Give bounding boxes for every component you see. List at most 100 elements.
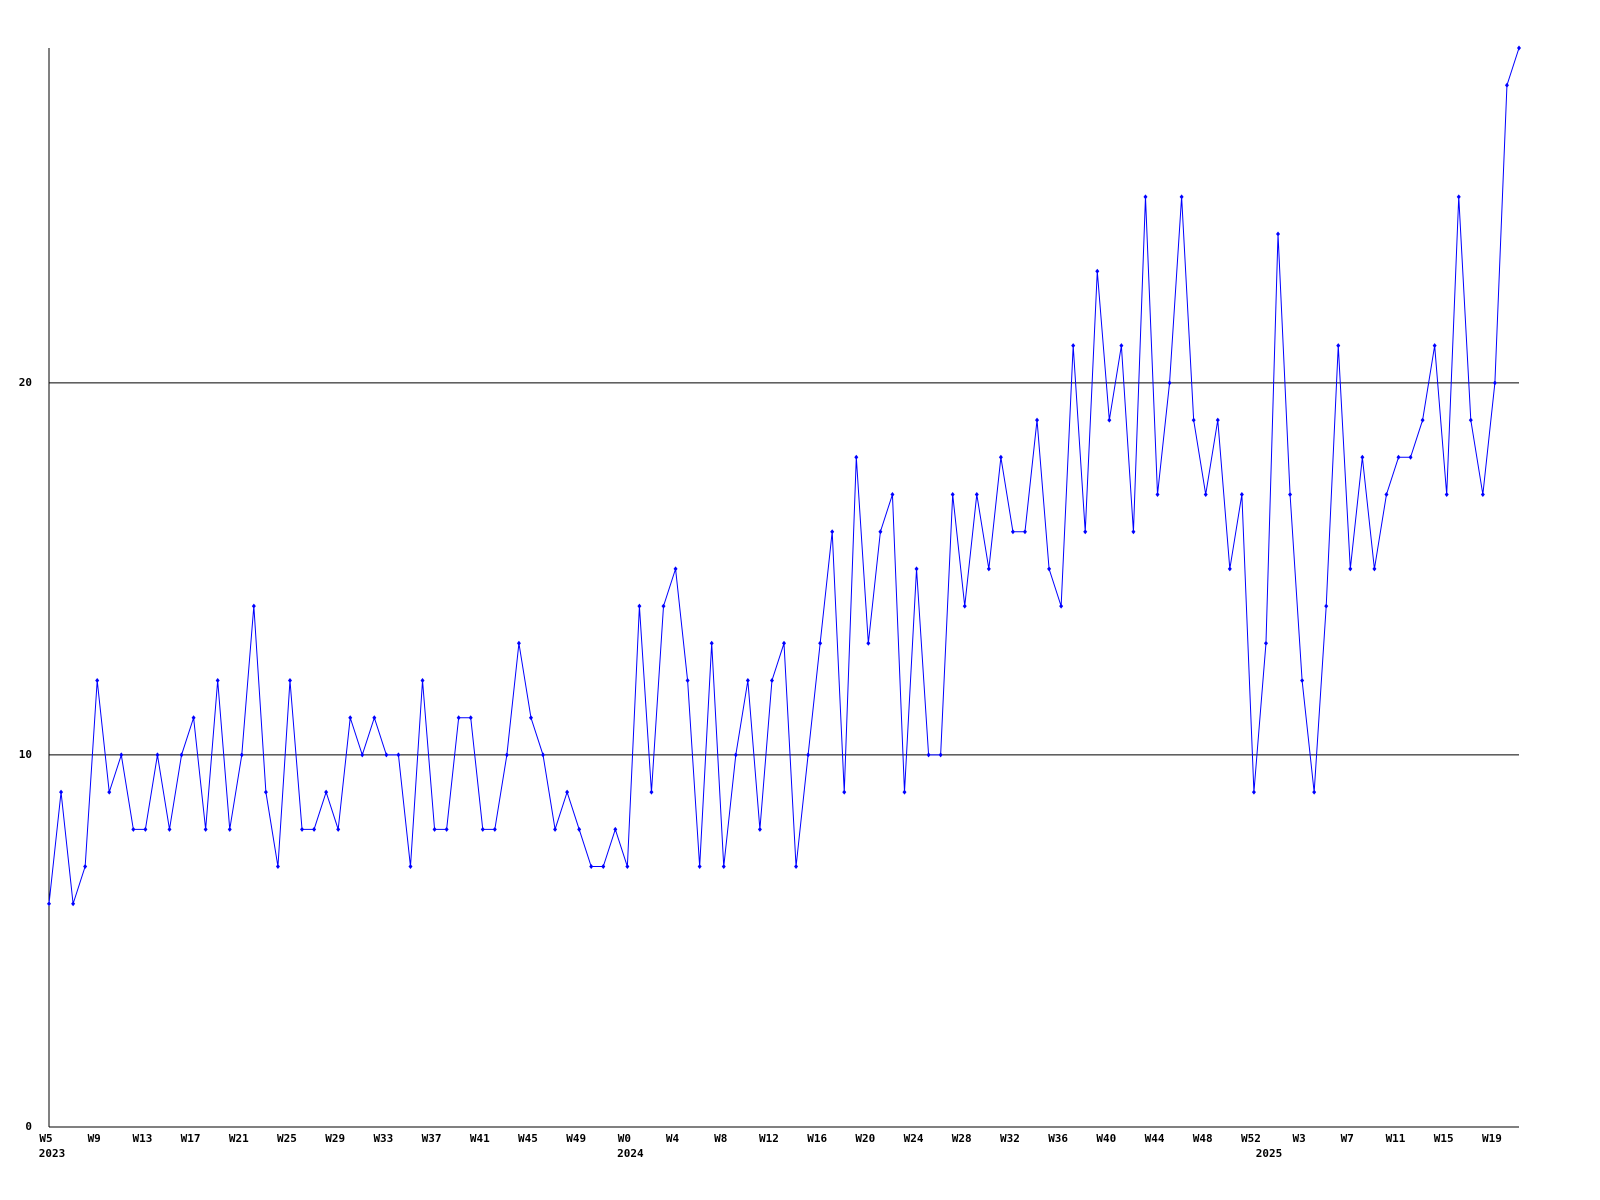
data-point (1300, 678, 1305, 684)
data-point (203, 826, 208, 832)
data-point (1227, 566, 1232, 572)
x-tick-label: W19 (1482, 1132, 1502, 1145)
data-point (998, 454, 1003, 460)
data-point (1191, 417, 1196, 423)
data-point (167, 826, 172, 832)
data-point (1408, 454, 1413, 460)
data-point (1131, 529, 1136, 535)
data-point (492, 826, 497, 832)
data-point (745, 678, 750, 684)
x-tick-label: W4 (666, 1132, 680, 1145)
x-tick-label: W20 (855, 1132, 875, 1145)
data-point (757, 826, 762, 832)
data-point (962, 603, 967, 609)
data-point (1360, 454, 1365, 460)
data-point (287, 678, 292, 684)
data-point (155, 752, 160, 758)
data-point (926, 752, 931, 758)
data-point (769, 678, 774, 684)
data-point (1444, 491, 1449, 497)
data-point (59, 789, 64, 795)
data-point (348, 715, 353, 721)
data-point (1203, 491, 1208, 497)
data-point (1095, 268, 1100, 274)
data-point (263, 789, 268, 795)
data-point (1468, 417, 1473, 423)
data-point (1324, 603, 1329, 609)
data-point (143, 826, 148, 832)
data-point (516, 640, 521, 646)
data-point (324, 789, 329, 795)
x-tick-label: W41 (470, 1132, 490, 1145)
x-tick-label: W7 (1341, 1132, 1354, 1145)
x-tick-label: W29 (325, 1132, 345, 1145)
data-point (661, 603, 666, 609)
data-point (806, 752, 811, 758)
data-line (48, 47, 1520, 904)
data-point (360, 752, 365, 758)
x-tick-label: W13 (132, 1132, 152, 1145)
data-point (1119, 343, 1124, 349)
data-point (1010, 529, 1015, 535)
data-point (480, 826, 485, 832)
data-point (1059, 603, 1064, 609)
data-point (565, 789, 570, 795)
data-point (1239, 491, 1244, 497)
data-point (842, 789, 847, 795)
x-tick-label: W32 (1000, 1132, 1020, 1145)
data-point (47, 901, 51, 907)
data-point (119, 752, 124, 758)
data-point (613, 826, 618, 832)
data-point (396, 752, 401, 758)
data-point (504, 752, 509, 758)
data-point (1420, 417, 1425, 423)
data-point (1251, 789, 1256, 795)
x-tick-label: W3 (1292, 1132, 1305, 1145)
y-tick-label: 0 (25, 1120, 32, 1133)
data-point (408, 864, 413, 870)
data-point (1288, 491, 1293, 497)
data-point (866, 640, 871, 646)
data-point (1179, 194, 1184, 200)
data-point (854, 454, 859, 460)
x-tick-label: W21 (229, 1132, 249, 1145)
data-point (1348, 566, 1353, 572)
data-point (251, 603, 256, 609)
data-point (1384, 491, 1389, 497)
data-point (131, 826, 136, 832)
data-point (1396, 454, 1401, 460)
data-point (432, 826, 437, 832)
data-point (1083, 529, 1088, 535)
data-point (1372, 566, 1377, 572)
x-tick-label: W28 (952, 1132, 972, 1145)
x-tick-label: W36 (1048, 1132, 1068, 1145)
data-point (1071, 343, 1076, 349)
data-point (95, 678, 100, 684)
data-point (914, 566, 919, 572)
data-point (1022, 529, 1027, 535)
x-tick-label: W8 (714, 1132, 727, 1145)
y-tick-label: 20 (19, 376, 32, 389)
x-tick-label: W44 (1145, 1132, 1165, 1145)
x-tick-label: W49 (566, 1132, 586, 1145)
data-point (1492, 380, 1497, 386)
x-year-label: 2023 (39, 1147, 66, 1160)
data-point (830, 529, 835, 535)
x-tick-label: W15 (1434, 1132, 1454, 1145)
x-tick-label: W37 (422, 1132, 442, 1145)
data-point (420, 678, 425, 684)
data-point (986, 566, 991, 572)
x-year-label: 2024 (617, 1147, 644, 1160)
data-point (300, 826, 305, 832)
data-point (1155, 491, 1160, 497)
data-point (673, 566, 678, 572)
x-tick-label: W24 (904, 1132, 924, 1145)
data-point (1432, 343, 1437, 349)
data-point (553, 826, 558, 832)
data-point (372, 715, 377, 721)
data-point (589, 864, 594, 870)
x-tick-label: W17 (181, 1132, 201, 1145)
data-point (950, 491, 955, 497)
data-point (1047, 566, 1052, 572)
